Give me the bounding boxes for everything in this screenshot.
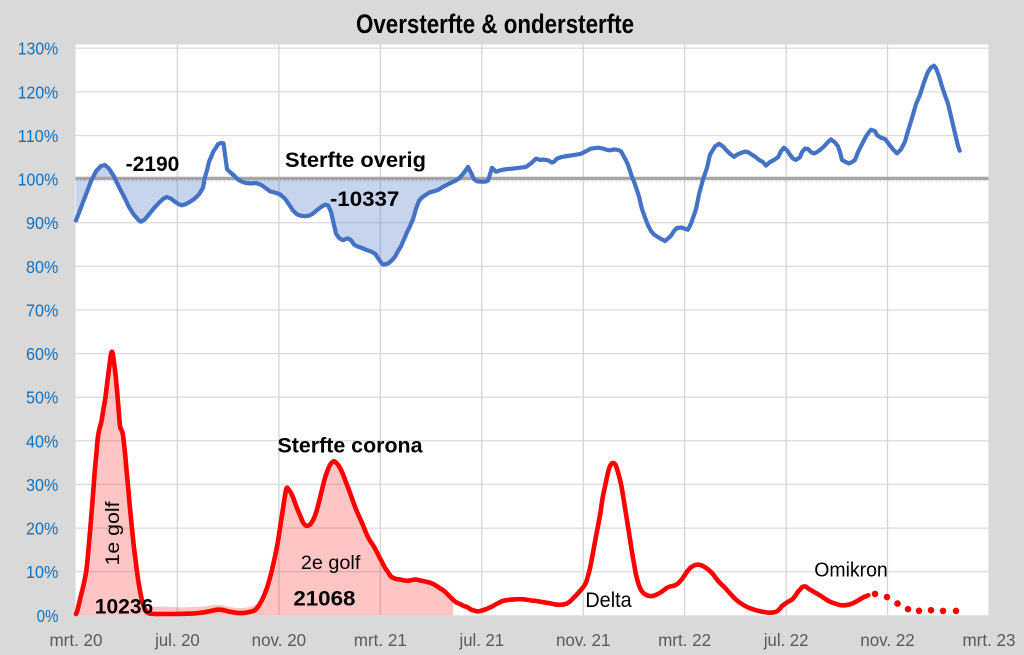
svg-text:nov. 21: nov. 21	[556, 630, 611, 650]
svg-text:100%: 100%	[18, 170, 59, 190]
svg-text:90%: 90%	[26, 213, 58, 233]
svg-text:21068: 21068	[293, 587, 355, 611]
svg-text:70%: 70%	[26, 301, 58, 321]
svg-text:mrt. 23: mrt. 23	[963, 630, 1016, 650]
svg-text:2e golf: 2e golf	[301, 552, 361, 574]
svg-text:mrt. 21: mrt. 21	[354, 630, 407, 650]
svg-text:1e golf: 1e golf	[102, 501, 124, 566]
svg-text:-2190: -2190	[126, 153, 180, 176]
svg-text:Omikron: Omikron	[814, 560, 888, 582]
svg-text:Sterfte corona: Sterfte corona	[278, 434, 424, 458]
svg-text:50%: 50%	[26, 388, 58, 408]
svg-text:jul. 20: jul. 20	[154, 630, 200, 650]
svg-text:jul. 22: jul. 22	[763, 630, 808, 650]
svg-text:20%: 20%	[26, 519, 58, 539]
svg-text:40%: 40%	[26, 431, 58, 451]
svg-text:10236: 10236	[95, 596, 154, 619]
svg-text:110%: 110%	[18, 126, 59, 146]
svg-text:130%: 130%	[18, 39, 59, 59]
svg-text:Delta: Delta	[585, 589, 632, 612]
svg-text:80%: 80%	[26, 257, 58, 277]
svg-text:60%: 60%	[26, 344, 58, 364]
svg-text:120%: 120%	[18, 82, 59, 102]
svg-text:Sterfte overig: Sterfte overig	[285, 148, 426, 172]
svg-text:mrt. 22: mrt. 22	[658, 630, 711, 650]
svg-text:Oversterfte & ondersterfte: Oversterfte & ondersterfte	[356, 9, 634, 39]
svg-text:30%: 30%	[26, 475, 58, 495]
svg-text:-10337: -10337	[330, 188, 400, 211]
svg-text:10%: 10%	[26, 562, 58, 582]
svg-text:mrt. 20: mrt. 20	[50, 630, 103, 650]
svg-text:jul. 21: jul. 21	[459, 630, 505, 650]
svg-text:0%: 0%	[37, 606, 59, 626]
svg-text:nov. 22: nov. 22	[860, 630, 915, 650]
svg-text:nov. 20: nov. 20	[252, 630, 307, 650]
